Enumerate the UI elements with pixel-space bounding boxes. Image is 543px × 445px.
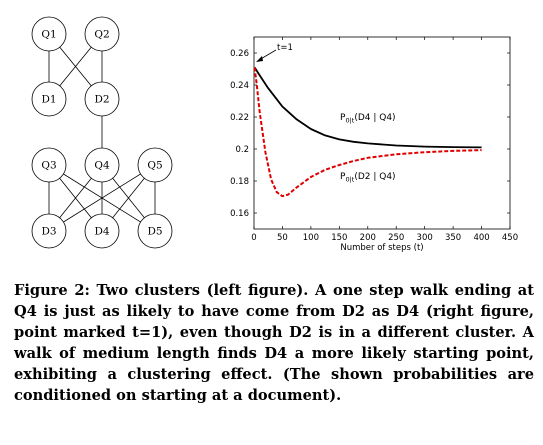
node-label: Q4 <box>94 160 110 172</box>
y-tick-label: 0.2 <box>235 145 249 155</box>
x-axis-ticks: 0 50 100 150 200 250 300 350 400 450 <box>251 37 518 243</box>
y-tick-label: 0.16 <box>230 209 249 219</box>
node-circle <box>137 213 173 249</box>
series-label-d4-q4: P0|t(D4 | Q4) <box>340 113 396 125</box>
node-d1: D1 <box>31 81 67 117</box>
node-q1: Q1 <box>31 16 67 52</box>
probability-chart: 0.16 0.18 0.2 0.22 0.24 0.26 0 50 100 150 200 250 3… <box>230 36 518 253</box>
node-label: Q2 <box>94 29 109 41</box>
node-label: D1 <box>41 94 56 106</box>
t1-arrowhead <box>256 56 263 62</box>
node-q4: Q4 <box>84 147 120 183</box>
y-axis-ticks: 0.16 0.18 0.2 0.22 0.24 0.26 <box>230 49 510 219</box>
node-label: D2 <box>94 94 109 106</box>
t1-label: t=1 <box>277 43 293 53</box>
y-tick-label: 0.24 <box>230 81 249 91</box>
figure: Q1 Q2 D1 D2 Q3 Q4 Q5 D3 D4 D5 0.16 0.18 0.2 0.22 0.24… <box>31 16 518 253</box>
node-circle <box>137 147 173 183</box>
node-circle <box>84 147 120 183</box>
y-tick-label: 0.22 <box>230 113 249 123</box>
node-label: D5 <box>147 226 162 238</box>
node-label: D4 <box>94 226 109 238</box>
node-circle <box>31 81 67 117</box>
x-tick-label: 450 <box>502 233 518 243</box>
node-label: Q3 <box>41 160 56 172</box>
node-circle <box>31 213 67 249</box>
series-line-d4-q4 <box>253 66 482 149</box>
edge-q5-d3 <box>48 164 156 232</box>
x-tick-label: 150 <box>331 233 347 243</box>
t1-annotation: t=1 <box>256 43 293 62</box>
y-tick-label: 0.18 <box>230 177 249 187</box>
x-axis-label: Number of steps (t) <box>340 243 423 253</box>
x-tick-label: 0 <box>251 233 256 243</box>
node-q2: Q2 <box>84 16 120 52</box>
x-tick-label: 200 <box>360 233 376 243</box>
node-d2: D2 <box>84 81 120 117</box>
node-label: D3 <box>41 226 56 238</box>
series-line-d2-q4 <box>253 67 482 198</box>
cluster-graph: Q1 Q2 D1 D2 Q3 Q4 Q5 D3 D4 D5 <box>31 16 173 249</box>
node-d5: D5 <box>137 213 173 249</box>
x-tick-label: 400 <box>473 233 489 243</box>
figure-caption: Figure 2: Two clusters (left figure). A … <box>14 280 534 406</box>
node-label: Q1 <box>41 29 56 41</box>
x-tick-label: 300 <box>417 233 433 243</box>
node-d4: D4 <box>84 213 120 249</box>
series-lines <box>253 66 482 198</box>
node-circle <box>31 16 67 52</box>
node-label: Q5 <box>147 160 162 172</box>
y-tick-label: 0.26 <box>230 49 249 59</box>
caption-text: Figure 2: Two clusters (left figure). A … <box>14 282 534 404</box>
series-label-d2-q4: P0|t(D2 | Q4) <box>340 172 396 184</box>
node-q3: Q3 <box>31 147 67 183</box>
plot-frame <box>253 36 511 230</box>
x-tick-label: 350 <box>445 233 461 243</box>
x-tick-label: 50 <box>277 233 288 243</box>
node-circle <box>31 147 67 183</box>
x-tick-label: 100 <box>303 233 319 243</box>
node-d3: D3 <box>31 213 67 249</box>
x-tick-label: 250 <box>388 233 404 243</box>
node-circle <box>84 213 120 249</box>
node-circle <box>84 16 120 52</box>
node-q5: Q5 <box>137 147 173 183</box>
node-circle <box>84 81 120 117</box>
